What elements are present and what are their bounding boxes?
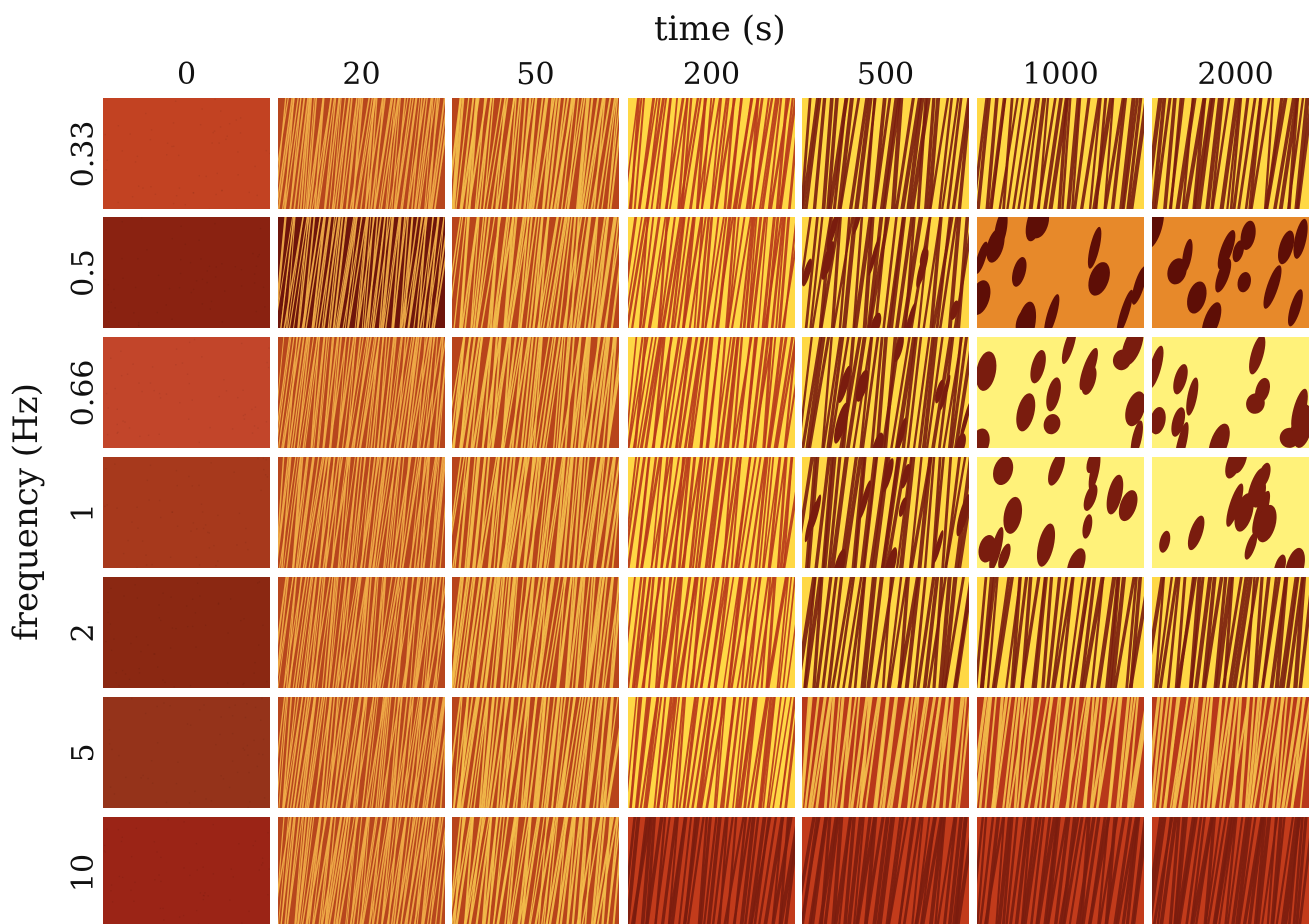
pattern-tile — [103, 817, 270, 924]
pattern-tile — [452, 697, 619, 808]
pattern-tile — [1152, 337, 1309, 448]
pattern-tile — [977, 457, 1144, 568]
pattern-tile — [628, 817, 795, 924]
time-label: 200 — [682, 57, 741, 92]
pattern-tile — [452, 337, 619, 448]
frequency-label: 5 — [66, 742, 101, 763]
pattern-tile — [628, 98, 795, 209]
time-label: 1000 — [1022, 57, 1099, 92]
pattern-tile — [1152, 98, 1309, 209]
pattern-tile — [278, 577, 445, 688]
pattern-tile — [802, 697, 969, 808]
pattern-tile — [1152, 577, 1309, 688]
time-label: 2000 — [1197, 57, 1274, 92]
time-label: 0 — [176, 57, 197, 92]
pattern-tile — [977, 577, 1144, 688]
pattern-tile — [278, 817, 445, 924]
pattern-tile — [628, 217, 795, 328]
pattern-tile — [278, 98, 445, 209]
frequency-label: 0.5 — [66, 248, 101, 297]
time-label: 20 — [342, 57, 381, 92]
pattern-tile — [278, 337, 445, 448]
pattern-tile — [628, 457, 795, 568]
pattern-tile — [278, 457, 445, 568]
pattern-tile — [977, 697, 1144, 808]
pattern-tile — [103, 337, 270, 448]
pattern-tile — [802, 337, 969, 448]
pattern-tile — [452, 817, 619, 924]
pattern-tile — [452, 217, 619, 328]
pattern-tile — [802, 817, 969, 924]
pattern-tile — [802, 577, 969, 688]
pattern-tile — [977, 217, 1144, 328]
frequency-label: 0.33 — [66, 120, 101, 187]
pattern-tile — [1152, 457, 1309, 568]
frequency-label: 2 — [66, 622, 101, 643]
pattern-tile — [1152, 217, 1309, 328]
pattern-tile — [802, 457, 969, 568]
pattern-tile — [278, 697, 445, 808]
pattern-tile — [977, 98, 1144, 209]
time-label: 500 — [856, 57, 915, 92]
pattern-tile — [452, 457, 619, 568]
pattern-tile — [802, 98, 969, 209]
pattern-tile — [1152, 817, 1309, 924]
frequency-label: 1 — [66, 502, 101, 523]
pattern-tile — [103, 697, 270, 808]
pattern-tile — [103, 98, 270, 209]
pattern-tile — [278, 217, 445, 328]
pattern-tile — [452, 98, 619, 209]
pattern-tile — [628, 577, 795, 688]
pattern-tile — [103, 217, 270, 328]
frequency-label: 0.66 — [66, 359, 101, 426]
pattern-tile — [628, 337, 795, 448]
pattern-tile — [1152, 697, 1309, 808]
pattern-tile — [452, 577, 619, 688]
pattern-tile — [103, 577, 270, 688]
pattern-tile — [977, 337, 1144, 448]
pattern-tile — [802, 217, 969, 328]
y-axis-title: frequency (Hz) — [6, 383, 46, 641]
time-label: 50 — [516, 57, 555, 92]
pattern-tile — [628, 697, 795, 808]
pattern-tile — [977, 817, 1144, 924]
frequency-label: 10 — [66, 853, 101, 892]
x-axis-title: time (s) — [654, 9, 786, 49]
pattern-tile — [103, 457, 270, 568]
